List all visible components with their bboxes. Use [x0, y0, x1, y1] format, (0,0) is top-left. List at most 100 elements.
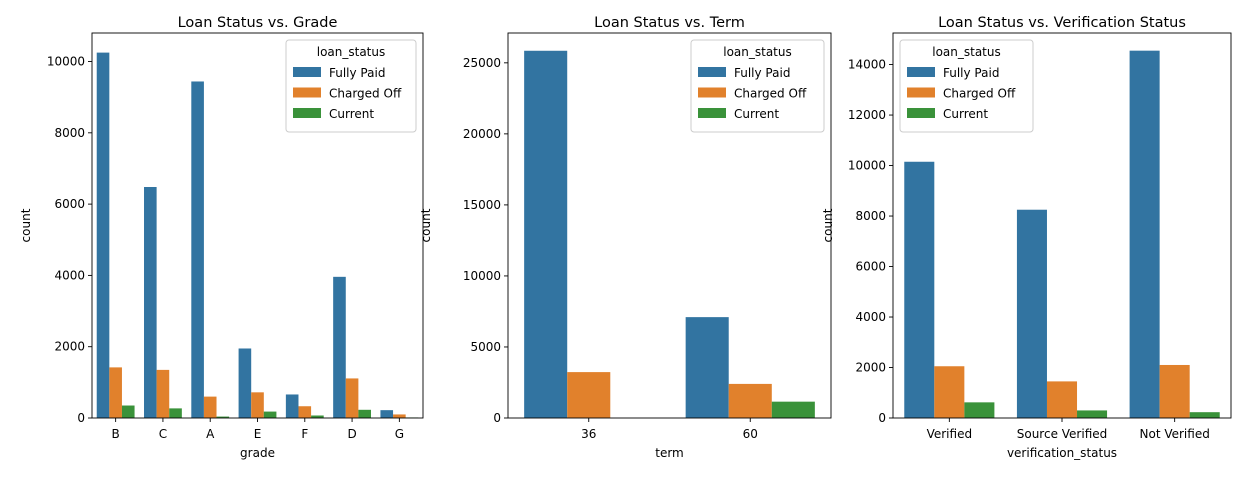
- y-axis-label: count: [19, 208, 33, 242]
- x-tick-label: A: [206, 427, 215, 441]
- bar-current: [121, 405, 135, 418]
- bar-charged-off: [1046, 381, 1078, 418]
- y-tick-label: 20000: [463, 127, 501, 141]
- y-tick-label: 2000: [54, 340, 85, 354]
- bar-fully-paid: [96, 52, 110, 419]
- chart-panel-3: 0 2000 4000 6000 8000 10000 12000 14000 Verified…: [821, 15, 1232, 460]
- bar-fully-paid: [144, 187, 157, 418]
- y-axis-label: count: [419, 208, 433, 242]
- y-tick-label: 2000: [855, 361, 886, 375]
- x-tick-label: G: [395, 427, 404, 441]
- bar-fully-paid: [238, 348, 252, 418]
- legend-swatch: [907, 108, 935, 118]
- y-tick-label: 12000: [848, 108, 886, 122]
- y-tick-label: 10000: [47, 55, 85, 69]
- bar-fully-paid: [1129, 50, 1160, 419]
- legend-swatch: [293, 108, 321, 118]
- bar-fully-paid: [524, 50, 568, 418]
- x-tick-label: Source Verified: [1017, 427, 1108, 441]
- chart-title: Loan Status vs. Verification Status: [938, 15, 1186, 31]
- legend-entry: Current: [734, 107, 779, 121]
- y-tick-label: 0: [878, 411, 886, 425]
- legend-entry: Current: [329, 107, 374, 121]
- y-tick-label: 6000: [54, 197, 85, 211]
- bar-charged-off: [934, 366, 965, 418]
- bar-fully-paid: [191, 81, 204, 418]
- legend-swatch: [907, 67, 935, 77]
- legend-entry: Charged Off: [943, 87, 1016, 101]
- legend-swatch: [907, 87, 935, 98]
- y-tick-label: 15000: [463, 198, 501, 212]
- legend-title: loan_status: [932, 45, 1001, 59]
- chart-panel-1: 0 2000 4000 6000 8000 10000 B C A E F D G Loan Status…: [19, 15, 424, 460]
- y-tick-label: 0: [77, 411, 85, 425]
- bar-charged-off: [345, 378, 359, 418]
- y-axis-label: count: [821, 208, 835, 242]
- legend-entry: Fully Paid: [329, 66, 385, 80]
- chart-title: Loan Status vs. Grade: [178, 15, 338, 31]
- bar-charged-off: [1159, 364, 1190, 418]
- legend-entry: Charged Off: [329, 87, 402, 101]
- legend-title: loan_status: [317, 45, 386, 59]
- x-axis-label: verification_status: [1007, 446, 1117, 460]
- y-tick-label: 4000: [855, 310, 886, 324]
- bar-fully-paid: [380, 410, 394, 418]
- bar-charged-off: [203, 396, 217, 418]
- legend-swatch: [293, 87, 321, 98]
- x-tick-label: Not Verified: [1140, 427, 1210, 441]
- legend-swatch: [293, 67, 321, 77]
- y-tick-label: 14000: [848, 58, 886, 72]
- y-tick-label: 10000: [463, 269, 501, 283]
- y-tick-label: 0: [493, 411, 501, 425]
- bar-current: [1189, 412, 1220, 418]
- x-tick-label: Verified: [927, 427, 973, 441]
- legend: loan_status Fully Paid Charged Off Current: [285, 39, 417, 133]
- bar-charged-off: [728, 383, 772, 418]
- x-axis-label: grade: [240, 446, 275, 460]
- legend: loan_status Fully Paid Charged Off Current: [899, 39, 1034, 133]
- bar-current: [964, 402, 995, 418]
- bar-charged-off: [109, 367, 122, 418]
- legend-swatch: [698, 108, 726, 118]
- plot-frame: [507, 32, 832, 419]
- bar-fully-paid: [333, 276, 346, 418]
- chart-panel-2: 0 5000 10000 15000 20000 25000 36 60 Loan Status…: [419, 15, 832, 460]
- legend-entry: Fully Paid: [943, 66, 999, 80]
- y-tick-label: 25000: [463, 56, 501, 70]
- x-tick-label: D: [347, 427, 356, 441]
- x-tick-label: C: [159, 427, 167, 441]
- x-tick-label: E: [254, 427, 262, 441]
- x-tick-label: B: [112, 427, 120, 441]
- x-tick-label: F: [301, 427, 308, 441]
- bar-fully-paid: [285, 394, 299, 418]
- bar-current: [216, 416, 230, 418]
- x-tick-label: 36: [581, 427, 596, 441]
- bar-charged-off: [567, 372, 611, 418]
- bar-fully-paid: [904, 161, 935, 418]
- y-tick-label: 6000: [855, 260, 886, 274]
- legend-entry: Charged Off: [734, 87, 807, 101]
- chart-title: Loan Status vs. Term: [594, 15, 745, 31]
- bar-current: [311, 415, 324, 418]
- y-tick-label: 5000: [470, 340, 501, 354]
- legend-swatch: [698, 87, 726, 98]
- legend-title: loan_status: [723, 45, 792, 59]
- legend-entry: Current: [943, 107, 988, 121]
- bar-current: [358, 409, 371, 418]
- bar-fully-paid: [1016, 209, 1047, 418]
- x-axis-label: term: [655, 446, 684, 460]
- legend: loan_status Fully Paid Charged Off Current: [690, 39, 825, 133]
- bar-current: [771, 401, 815, 418]
- bar-fully-paid: [685, 317, 729, 418]
- bar-charged-off: [393, 414, 406, 418]
- x-tick-label: 60: [743, 427, 758, 441]
- y-tick-label: 4000: [54, 268, 85, 282]
- legend-entry: Fully Paid: [734, 66, 790, 80]
- bar-current: [1077, 410, 1108, 418]
- y-tick-label: 10000: [848, 159, 886, 173]
- legend-swatch: [698, 67, 726, 77]
- bar-charged-off: [251, 392, 264, 418]
- y-tick-label: 8000: [855, 209, 886, 223]
- y-tick-label: 8000: [54, 126, 85, 140]
